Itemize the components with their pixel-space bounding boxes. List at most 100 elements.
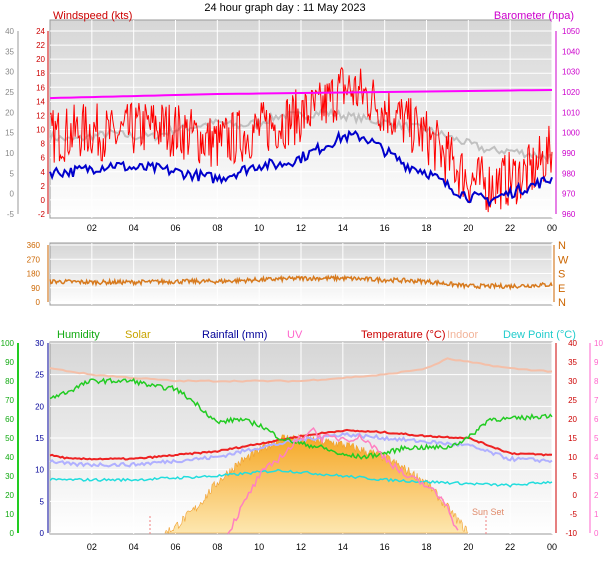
apparent-temperature-line — [49, 432, 553, 468]
sunset-label: Sun Set — [472, 507, 505, 517]
direction-tick-label: 90 — [31, 284, 40, 293]
outer-tick-label: 20 — [5, 108, 14, 117]
x-tick-label-top: 22 — [505, 223, 515, 233]
axes-layer: 0202040406060808101012121414161618182020… — [1, 27, 604, 552]
baro-tick-label: 990 — [562, 149, 576, 158]
baro-tick-label: 960 — [562, 210, 576, 219]
baro-tick-label: 1050 — [562, 27, 580, 36]
compass-label: S — [558, 269, 565, 281]
temperature-tick-label: 40 — [568, 339, 577, 348]
x-tick-label-bottom: 18 — [421, 542, 431, 552]
uv-tick-label: 7 — [594, 396, 599, 405]
humidity-tick-label: 40 — [5, 453, 14, 462]
wind-tick-label: 14 — [36, 97, 45, 106]
baro-tick-label: 1020 — [562, 88, 580, 97]
outer-tick-label: 25 — [5, 88, 14, 97]
uv-tick-label: 10 — [594, 339, 603, 348]
wind-tick-label: 20 — [36, 55, 45, 64]
legend-rainfall: Rainfall (mm) — [202, 329, 267, 341]
direction-tick-label: 360 — [27, 241, 41, 250]
x-tick-label-bottom: 22 — [505, 542, 515, 552]
rainfall-tick-label: 15 — [35, 434, 44, 443]
x-tick-label-top: 08 — [212, 223, 222, 233]
x-tick-label-bottom: 16 — [380, 542, 390, 552]
uv-line — [227, 426, 459, 535]
baro-tick-label: 1040 — [562, 47, 580, 56]
compass-label: E — [558, 283, 565, 295]
uv-tick-label: 6 — [594, 415, 599, 424]
x-tick-label-bottom: 00 — [547, 542, 557, 552]
gridlines — [50, 20, 553, 534]
x-tick-label-top: 16 — [380, 223, 390, 233]
temperature-tick-label: -10 — [565, 529, 577, 538]
humidity-tick-label: 10 — [5, 510, 14, 519]
x-tick-label-top: 14 — [338, 223, 348, 233]
baro-tick-label: 1010 — [562, 108, 580, 117]
x-tick-label-top: 02 — [87, 223, 97, 233]
humidity-tick-label: 80 — [5, 377, 14, 386]
rainfall-tick-label: 10 — [35, 466, 44, 475]
uv-tick-label: 8 — [594, 377, 599, 386]
uv-tick-label: 1 — [594, 510, 599, 519]
x-tick-label-top: 00 — [547, 223, 557, 233]
outer-tick-label: 5 — [10, 169, 15, 178]
windspeed-line — [49, 66, 553, 213]
temperature-tick-label: 0 — [573, 491, 578, 500]
baro-tick-label: 1030 — [562, 68, 580, 77]
rainfall-tick-label: 25 — [35, 371, 44, 380]
wind-tick-label: 16 — [36, 83, 45, 92]
outer-tick-label: 0 — [10, 190, 15, 199]
wind-tick-label: 22 — [36, 41, 45, 50]
uv-tick-label: 2 — [594, 491, 599, 500]
legend-dewpoint: Dew Point (°C) — [503, 329, 576, 341]
barometer-label: Barometer (hpa) — [494, 10, 574, 22]
wind-tick-label: 12 — [36, 111, 45, 120]
chart-title: 24 hour graph day : 11 May 2023 — [204, 2, 365, 14]
direction-tick-label: 270 — [27, 255, 41, 264]
x-tick-label-top: 10 — [254, 223, 264, 233]
humidity-tick-label: 100 — [1, 339, 15, 348]
rainfall-tick-label: 5 — [40, 497, 45, 506]
temperature-tick-label: 5 — [573, 472, 578, 481]
direction-tick-label: 0 — [36, 298, 41, 307]
wind-tick-label: -2 — [38, 210, 46, 219]
wind-tick-label: 0 — [41, 196, 46, 205]
barometer-line — [49, 89, 553, 100]
legend-solar: Solar — [125, 329, 151, 341]
humidity-tick-label: 0 — [10, 529, 15, 538]
legend-humidity: Humidity — [57, 329, 100, 341]
wind-tick-label: 8 — [41, 140, 46, 149]
outer-tick-label: 30 — [5, 68, 14, 77]
x-tick-label-top: 20 — [463, 223, 473, 233]
x-tick-label-bottom: 10 — [254, 542, 264, 552]
compass-label: N — [558, 240, 566, 252]
wind-tick-label: 24 — [36, 27, 45, 36]
temperature-tick-label: 35 — [568, 358, 577, 367]
rainfall-tick-label: 0 — [40, 529, 45, 538]
x-tick-label-top: 12 — [296, 223, 306, 233]
direction-tick-label: 180 — [27, 270, 41, 279]
x-tick-label-bottom: 20 — [463, 542, 473, 552]
uv-tick-label: 4 — [594, 453, 599, 462]
outer-tick-label: 10 — [5, 149, 14, 158]
uv-tick-label: 3 — [594, 472, 599, 481]
x-tick-label-bottom: 06 — [170, 542, 180, 552]
wind-tick-label: 4 — [41, 168, 46, 177]
gust-line — [49, 107, 552, 163]
outer-tick-label: 40 — [5, 27, 14, 36]
legend-uv: UV — [287, 329, 303, 341]
uv-tick-label: 9 — [594, 358, 599, 367]
humidity-line — [49, 377, 553, 460]
x-tick-label-top: 04 — [129, 223, 139, 233]
legend-indoor: Indoor — [447, 329, 479, 341]
temperature-tick-label: -5 — [570, 510, 578, 519]
wind-tick-label: 10 — [36, 126, 45, 135]
x-tick-label-top: 18 — [421, 223, 431, 233]
uv-tick-label: 0 — [594, 529, 599, 538]
temperature-tick-label: 10 — [568, 453, 577, 462]
outer-tick-label: 15 — [5, 129, 14, 138]
humidity-tick-label: 50 — [5, 434, 14, 443]
outer-tick-label: 35 — [5, 47, 14, 56]
outer-tick-label: -5 — [7, 210, 15, 219]
